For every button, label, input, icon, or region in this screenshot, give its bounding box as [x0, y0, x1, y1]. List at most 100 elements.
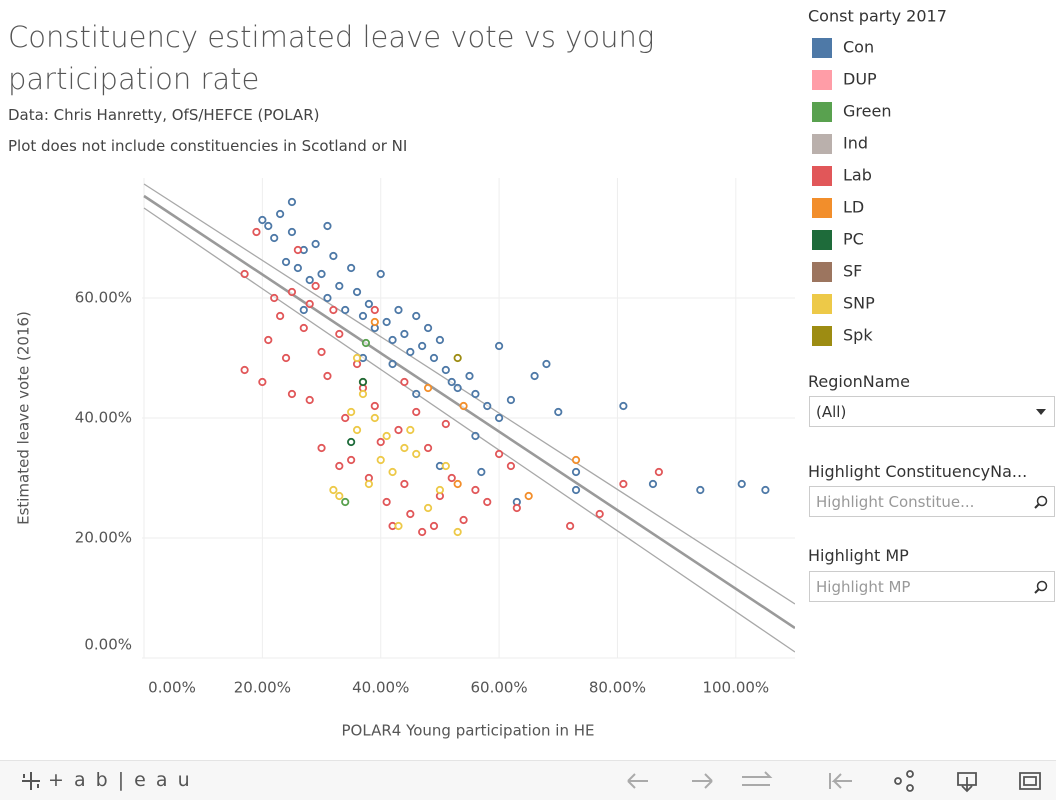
- filter-label: Highlight ConstituencyNa...: [808, 462, 1028, 481]
- point: [388, 467, 397, 477]
- point: [323, 221, 332, 231]
- search-box[interactable]: Highlight MP: [809, 571, 1055, 602]
- point: [595, 509, 604, 519]
- legend-label: Lab: [843, 166, 872, 185]
- point: [494, 413, 504, 423]
- point: [347, 263, 356, 273]
- dropdown[interactable]: (All): [809, 396, 1055, 427]
- legend-swatch: [812, 38, 832, 58]
- y-tick-label: 20.00%: [75, 529, 132, 547]
- trend-line: [143, 194, 795, 630]
- legend-label: LD: [843, 198, 864, 217]
- point: [418, 341, 427, 351]
- dropdown-arrow: [1036, 409, 1046, 415]
- point: [394, 305, 403, 315]
- legend-title: Const party 2017: [808, 7, 947, 26]
- point: [400, 377, 409, 387]
- point: [400, 329, 409, 339]
- legend-swatch: [812, 102, 832, 122]
- point: [311, 281, 320, 291]
- revert[interactable]: [742, 771, 773, 786]
- point: [423, 503, 433, 513]
- point: [329, 305, 338, 315]
- point: [281, 257, 291, 267]
- redo[interactable]: [692, 773, 713, 789]
- points: [240, 197, 770, 537]
- point: [406, 509, 415, 519]
- x-tick-label: 40.00%: [352, 679, 409, 697]
- search-icon: [1034, 580, 1048, 594]
- legend-label: PC: [843, 230, 864, 249]
- point: [347, 455, 356, 465]
- point: [619, 401, 628, 411]
- point: [382, 497, 391, 507]
- point: [358, 389, 368, 399]
- point: [447, 377, 456, 387]
- point: [418, 527, 427, 537]
- point: [335, 461, 344, 471]
- point: [506, 395, 516, 405]
- point: [761, 485, 770, 495]
- legend-swatch: [812, 262, 832, 282]
- refresh[interactable]: [829, 773, 852, 789]
- point: [376, 269, 385, 279]
- point: [483, 497, 492, 507]
- point: [382, 431, 391, 441]
- point: [494, 341, 504, 351]
- point: [376, 437, 385, 447]
- point: [258, 215, 267, 225]
- point: [412, 311, 421, 321]
- point: [361, 338, 371, 348]
- legend-label: DUP: [843, 70, 877, 89]
- search-icon: [1034, 495, 1048, 509]
- point: [299, 305, 308, 315]
- point: [323, 371, 332, 381]
- point: [453, 479, 462, 489]
- legend-swatch: [812, 326, 832, 346]
- point: [258, 377, 267, 387]
- point: [240, 365, 249, 375]
- point: [329, 485, 338, 495]
- point: [335, 329, 344, 339]
- point: [364, 299, 373, 309]
- point: [335, 281, 344, 291]
- point: [358, 377, 368, 387]
- legend-swatch: [812, 230, 832, 250]
- undo[interactable]: [627, 773, 648, 789]
- y-tick-label: 60.00%: [75, 289, 132, 307]
- placeholder: Highlight MP: [816, 578, 911, 596]
- point: [305, 275, 314, 285]
- point: [323, 293, 332, 303]
- legend: Const party 2017 Con DUP Green Ind Lab LD PC SF…: [808, 7, 947, 346]
- legend-label: SNP: [843, 294, 875, 313]
- dropdown-value: (All): [816, 403, 847, 421]
- point: [382, 317, 391, 327]
- fullscreen[interactable]: [1019, 772, 1041, 790]
- point: [252, 227, 261, 237]
- point: [477, 467, 486, 477]
- point: [471, 389, 480, 399]
- point: [554, 407, 563, 417]
- point: [370, 317, 379, 327]
- point: [459, 515, 468, 525]
- point: [394, 521, 403, 531]
- y-tick-label: 0.00%: [84, 636, 132, 654]
- point: [388, 335, 397, 345]
- point: [352, 425, 362, 435]
- point: [435, 485, 445, 495]
- point: [453, 353, 462, 363]
- point: [471, 485, 480, 495]
- x-axis-title: POLAR4 Young participation in HE: [342, 722, 595, 740]
- point: [305, 299, 314, 309]
- search-box[interactable]: Highlight Constitue...: [809, 486, 1055, 517]
- point: [287, 389, 297, 399]
- legend-swatch: [812, 198, 832, 218]
- point: [530, 371, 539, 381]
- download[interactable]: [957, 772, 977, 793]
- tableau-logo[interactable]: + a b | e a u: [48, 769, 192, 791]
- subtitle: Plot does not include constituencies in …: [8, 137, 408, 155]
- share[interactable]: [894, 777, 902, 785]
- point: [571, 455, 581, 465]
- point: [293, 263, 302, 273]
